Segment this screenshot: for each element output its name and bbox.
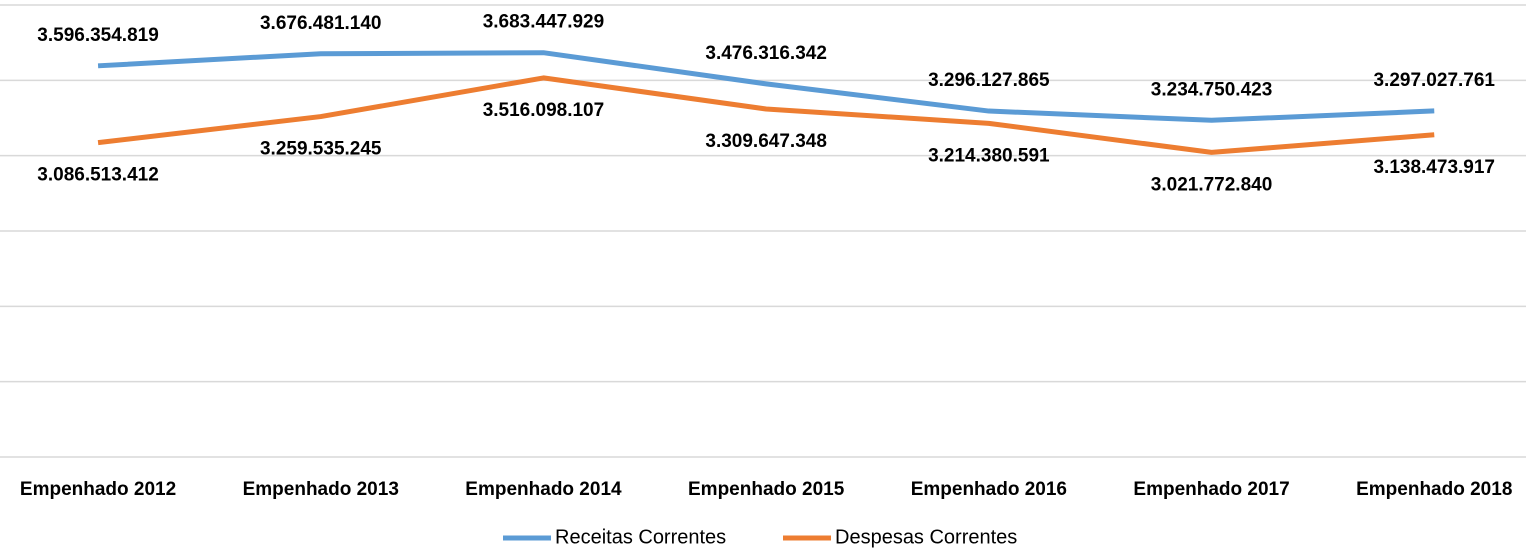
x-tick-label: Empenhado 2014: [465, 479, 622, 500]
data-label: 3.259.535.245: [260, 139, 382, 160]
x-tick-label: Empenhado 2016: [911, 479, 1067, 500]
legend-label: Receitas Correntes: [555, 526, 726, 548]
data-label: 3.021.772.840: [1151, 174, 1273, 195]
data-label: 3.296.127.865: [928, 70, 1050, 91]
data-label: 3.596.354.819: [37, 25, 159, 46]
x-tick-label: Empenhado 2015: [688, 479, 845, 500]
data-label: 3.234.750.423: [1151, 79, 1273, 100]
data-label: 3.683.447.929: [483, 12, 605, 33]
legend-label: Despesas Correntes: [835, 526, 1017, 548]
data-label: 3.138.473.917: [1373, 157, 1495, 178]
x-tick-label: Empenhado 2017: [1133, 479, 1289, 500]
line-series: [97, 50, 1435, 123]
line-series: [97, 75, 1435, 155]
x-tick-label: Empenhado 2012: [20, 479, 176, 500]
x-tick-label: Empenhado 2013: [243, 479, 399, 500]
data-label: 3.476.316.342: [705, 43, 827, 64]
data-label: 3.214.380.591: [928, 145, 1050, 166]
data-label: 3.297.027.761: [1373, 70, 1495, 91]
data-label: 3.676.481.140: [260, 13, 382, 34]
data-label: 3.516.098.107: [483, 100, 605, 121]
data-label: 3.309.647.348: [705, 131, 827, 152]
data-label: 3.086.513.412: [37, 165, 159, 186]
x-tick-label: Empenhado 2018: [1356, 479, 1512, 500]
